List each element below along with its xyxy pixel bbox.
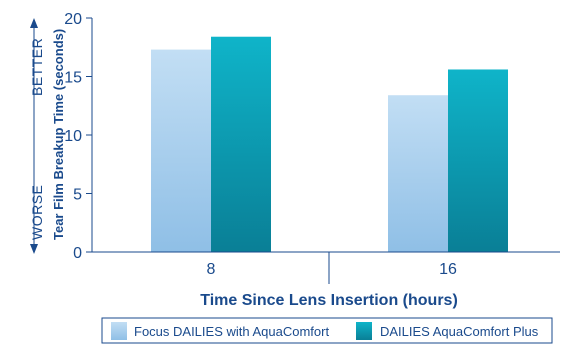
y-tick-label: 5 [73,187,82,204]
legend-label-series-2: DAILIES AquaComfort Plus [380,324,539,339]
y-tick-label: 20 [64,11,82,28]
bar-2-cat-8 [211,36,271,252]
bar-2-cat-16 [448,69,508,252]
x-axis-title: Time Since Lens Insertion (hours) [200,292,458,309]
legend: Focus DAILIES with AquaComfort DAILIES A… [101,317,553,344]
y-axis-title: Tear Film Breakup Time (seconds) [51,29,66,240]
legend-frame [101,317,553,344]
y-ticks: 0 5 10 15 20 [64,11,92,262]
legend-swatch-series-2 [356,322,372,340]
y-worse-label: WORSE [29,185,45,240]
x-tick-label: 8 [207,261,216,278]
y-better-label: BETTER [29,38,45,96]
legend-swatch-series-1 [111,322,127,340]
y-tick-label: 10 [64,128,82,145]
y-better-text: BETTER [29,38,45,96]
bar-1-cat-16 [388,95,448,252]
legend-label-series-1: Focus DAILIES with AquaComfort [134,324,329,339]
x-ticks: 8 16 [207,261,457,278]
bar-1-cat-8 [151,49,211,253]
bars [151,36,508,253]
y-worse-text: WORSE [29,185,45,240]
x-tick-label: 16 [439,261,457,278]
y-tick-label: 15 [64,70,82,87]
y-direction-arrow [30,18,38,254]
y-tick-label: 0 [73,245,82,262]
